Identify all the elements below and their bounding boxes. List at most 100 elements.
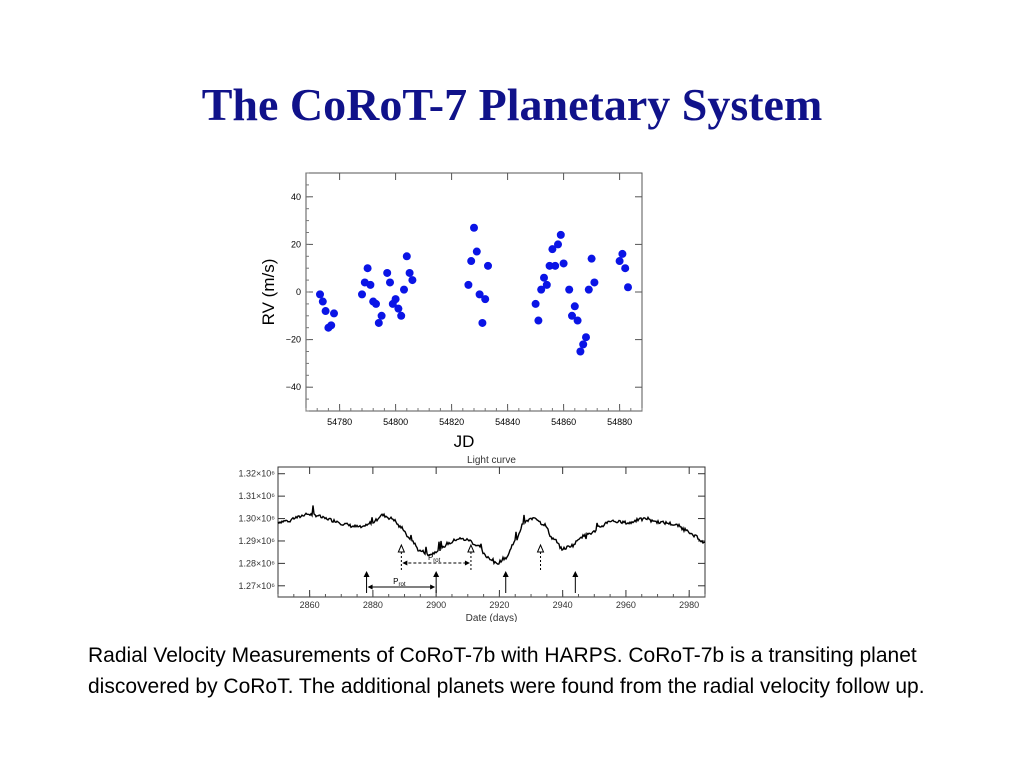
rv-x-tick-label: 54840 [495,417,520,427]
lc-span-head-right [430,584,436,590]
rv-data-point [542,280,551,289]
lc-period-label: Prot [393,577,406,588]
rv-data-point [548,245,557,254]
rv-data-point [478,318,487,327]
rv-data-point [545,261,554,270]
lc-arrowhead-hollow [536,543,545,553]
lc-span-head-left [367,584,373,590]
lc-x-tick-label: 2860 [300,600,320,610]
rv-data-point [386,278,394,287]
slide-caption: Radial Velocity Measurements of CoRoT-7b… [88,644,925,698]
slide-title: The CoRoT-7 Planetary System [201,79,823,130]
lc-x-axis-label: Date (days) [466,613,518,622]
rv-chart: 54780 54800 54820 54840 54860 54880 −40 −20 0 20 4… [259,172,643,451]
rv-data-point [472,247,481,256]
rv-data-point [621,264,630,273]
rv-data-point [570,302,579,311]
rv-data-point [618,249,627,258]
rv-data-point [327,321,336,330]
rv-data-point [383,268,392,277]
lc-arrowhead-solid [363,571,370,577]
rv-data-point [573,316,582,325]
rv-data-point [587,254,596,263]
lc-x-tick-label: 2980 [679,600,699,610]
lc-x-tick-label: 2900 [426,600,446,610]
rv-data-point [537,285,546,294]
rv-x-tick-label: 54820 [439,417,464,427]
lc-plot-frame [277,466,706,598]
rv-y-axis-label: RV (m/s) [259,259,278,326]
rv-data-point [363,264,372,273]
rv-data-point [358,290,366,299]
rv-x-tick-label: 54860 [551,417,576,427]
rv-data-point [540,273,548,282]
lc-y-tick-label: 1.27×10⁶ [239,581,276,591]
rv-data-point [321,307,330,316]
rv-data-point [400,285,408,294]
lc-x-tick-label: 2880 [363,600,383,610]
rv-data-point [316,290,324,299]
rv-data-point [374,318,383,327]
rv-data-point [481,295,490,304]
rv-data-point [534,316,543,325]
rv-data-point [531,299,540,308]
rv-data-point [475,290,484,299]
rv-data-point [568,311,576,320]
rv-y-tick-label: −20 [286,335,301,345]
rv-data-point [624,283,632,292]
rv-data-point [402,252,411,261]
rv-data-point [556,230,565,239]
rv-data-point [397,311,406,320]
rv-data-point [582,333,590,342]
rv-data-point [394,304,403,313]
rv-y-tick-label: 0 [296,287,301,297]
rv-data-point [590,278,599,287]
lc-y-tick-label: 1.30×10⁶ [239,514,276,524]
rv-data-point [467,257,476,266]
lc-y-tick-label: 1.28×10⁶ [239,558,276,568]
lc-x-tick-label: 2960 [616,600,636,610]
lc-arrowhead-hollow [467,543,475,553]
lc-arrowhead-solid [433,571,440,577]
rv-x-axis-label: JD [454,432,475,451]
lc-arrowhead-solid [572,571,579,577]
light-curve-chart: Light curve 2860 2880 2900 2920 2940 2960 2980 1… [239,455,706,622]
rv-data-point [554,240,562,249]
rv-data-point [551,261,560,270]
rv-y-tick-label: 20 [291,239,301,249]
rv-data-point [408,276,417,285]
rv-data-point [470,223,478,232]
rv-x-tick-label: 54780 [327,417,352,427]
lc-x-tick-label: 2940 [553,600,573,610]
rv-data-point [565,285,574,294]
lc-span-head-left [402,560,408,566]
rv-data-point [391,295,400,304]
rv-data-point [615,257,624,266]
rv-data-point [576,347,585,356]
lc-period-label: Prot [428,553,441,564]
rv-y-tick-label: 40 [291,192,301,202]
lc-curve [277,505,706,566]
rv-data-point [372,299,380,308]
rv-x-tick-label: 54880 [607,417,632,427]
rv-data-point [330,309,338,318]
rv-data-point [579,340,588,349]
rv-y-tick-label: −40 [286,382,301,392]
rv-x-tick-label: 54800 [383,417,408,427]
lc-y-tick-label: 1.29×10⁶ [239,536,276,546]
lc-y-tick-label: 1.32×10⁶ [239,469,276,479]
lc-arrowhead-solid [502,571,509,577]
rv-data-point [405,268,414,277]
rv-data-point [584,285,593,294]
lc-y-tick-label: 1.31×10⁶ [239,491,276,501]
rv-data-point [377,311,386,320]
rv-data-point [464,280,473,289]
rv-data-point [559,259,568,268]
rv-data-point [366,280,375,289]
lc-x-tick-label: 2920 [489,600,509,610]
lc-arrowhead-hollow [397,543,406,553]
lc-title: Light curve [467,455,516,466]
rv-data-point [484,261,492,270]
lc-span-head-right [464,560,470,566]
rv-data-point [318,297,327,306]
